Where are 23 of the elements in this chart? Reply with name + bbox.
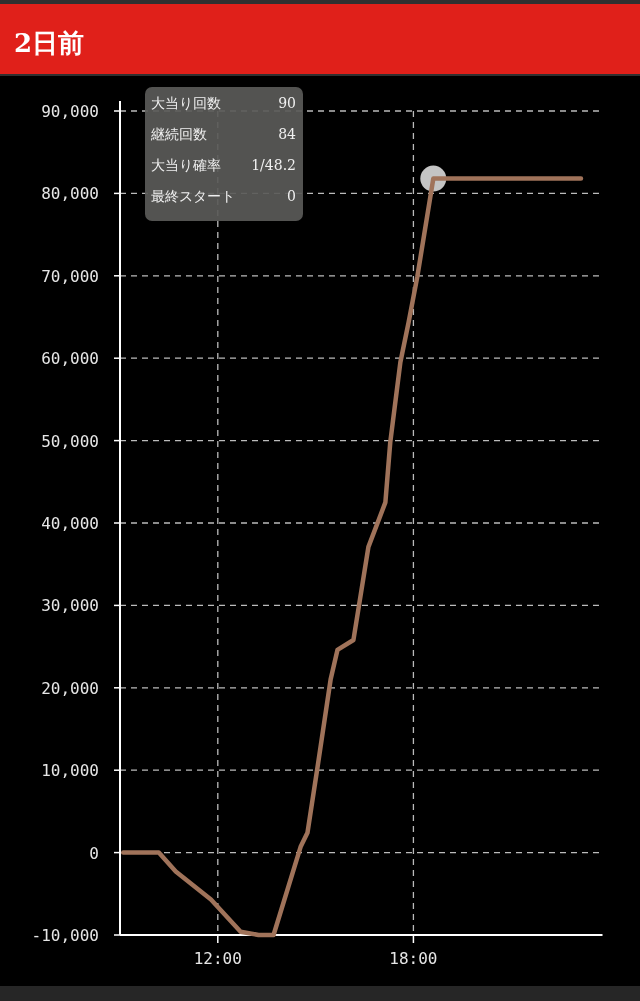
line-series — [121, 176, 584, 938]
y-tick-label: 60,000 — [41, 349, 99, 369]
annotation: 90 — [278, 95, 296, 111]
x-tick-label: 18:00 — [389, 949, 438, 968]
annotation: 0 — [287, 188, 296, 204]
y-tick-label: -10,000 — [31, 926, 99, 945]
annotation: 大当り確率 — [151, 157, 221, 173]
annotation: 継続回数 — [150, 126, 207, 142]
y-tick-label: 10,000 — [41, 761, 99, 781]
y-tick-label: 50,000 — [41, 431, 99, 451]
annotation: 84 — [278, 126, 297, 142]
y-tick-label: 80,000 — [41, 184, 99, 204]
annotation: 最終スタート — [151, 188, 235, 204]
y-tick-label: 90,000 — [41, 102, 99, 121]
annotation: 1/48.2 — [251, 157, 296, 173]
chart-title: 2日前 — [14, 28, 85, 58]
y-tick-label: 70,000 — [41, 266, 99, 286]
x-tick-label: 12:00 — [193, 949, 242, 968]
annotation: 大当り回数 — [151, 95, 221, 111]
y-tick-label: 0 — [89, 843, 99, 863]
y-tick-label: 40,000 — [41, 514, 99, 533]
y-tick-label: 30,000 — [41, 596, 99, 616]
y-tick-label: 20,000 — [41, 678, 99, 698]
